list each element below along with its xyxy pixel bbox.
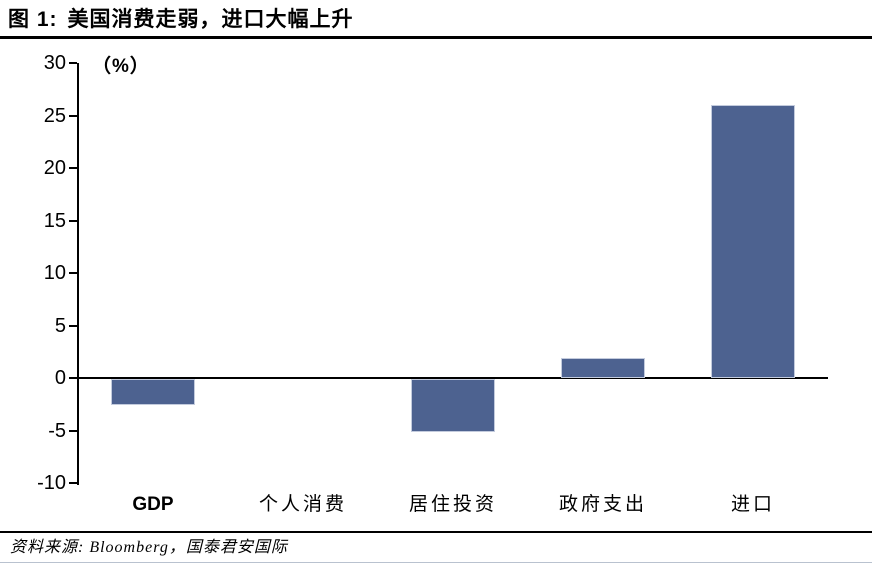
y-tick-mark	[69, 377, 77, 379]
source-note: 资料来源: Bloomberg，国泰君安国际	[10, 539, 288, 556]
x-label-个人消费: 个人消费	[258, 494, 347, 515]
y-tick-mark	[69, 114, 77, 117]
y-axis-line	[77, 63, 79, 485]
y-tick-mark	[69, 167, 77, 169]
x-label-GDP: GDP	[132, 494, 174, 515]
y-tick-label: 0	[54, 367, 66, 389]
y-tick-label: 30	[43, 52, 66, 74]
footer-divider	[0, 531, 872, 533]
y-tick-label: 15	[43, 209, 66, 232]
bottom-border	[0, 562, 872, 563]
y-tick-label: -5	[48, 419, 66, 442]
y-tick-label: 25	[43, 104, 66, 127]
title-underline	[0, 36, 872, 39]
x-label-政府支出: 政府支出	[558, 494, 647, 515]
y-tick-mark	[69, 219, 77, 222]
y-tick-label: 5	[54, 314, 66, 337]
y-tick-label: 10	[43, 262, 66, 284]
y-tick-label: -10	[37, 472, 66, 494]
y-tick-mark	[69, 324, 77, 327]
chart-title: 图 1: 美国消费走弱，进口大幅上升	[8, 5, 868, 35]
bar-进口	[711, 105, 795, 378]
bar-政府支出	[561, 358, 645, 379]
y-axis-unit-label: （%）	[92, 56, 150, 77]
y-tick-mark	[69, 62, 77, 64]
y-tick-mark	[69, 482, 77, 484]
chart-title-text: 美国消费走弱，进口大幅上升	[67, 7, 354, 31]
bar-chart: （%） 30 25 20 15 10 5 0 -5 -10 GDP 个人消费 居住投资 政府支出 进口	[37, 52, 828, 515]
bar-GDP	[111, 379, 195, 405]
y-tick-mark	[69, 272, 77, 274]
figure-number-label: 图 1:	[8, 8, 58, 31]
x-label-居住投资: 居住投资	[408, 494, 497, 515]
y-tick-mark	[69, 429, 77, 432]
x-label-进口: 进口	[730, 494, 775, 515]
x-axis-zero-line	[77, 377, 828, 379]
bar-居住投资	[411, 379, 495, 432]
y-tick-label: 20	[43, 157, 66, 179]
